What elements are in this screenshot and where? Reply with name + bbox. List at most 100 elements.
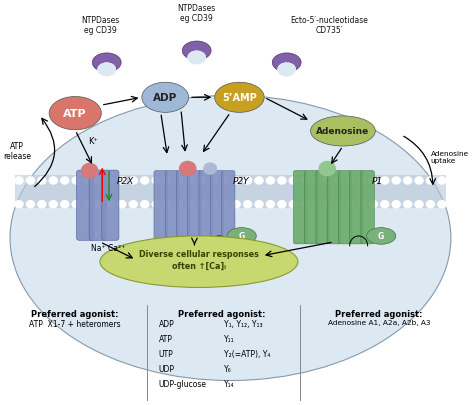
Ellipse shape [272,54,301,73]
Bar [15,175,447,209]
FancyBboxPatch shape [210,171,224,244]
Circle shape [324,177,332,185]
Circle shape [278,201,286,208]
Circle shape [180,162,196,176]
Circle shape [324,201,332,208]
Text: 5’AMP: 5’AMP [222,93,257,103]
FancyBboxPatch shape [102,171,119,241]
Ellipse shape [182,42,211,61]
Text: P1: P1 [372,177,383,185]
Circle shape [83,201,91,208]
Circle shape [175,201,183,208]
FancyBboxPatch shape [176,171,190,244]
Circle shape [369,201,377,208]
Circle shape [164,201,172,208]
Circle shape [141,201,149,208]
Circle shape [186,201,194,208]
Circle shape [106,201,115,208]
Circle shape [427,201,435,208]
FancyBboxPatch shape [361,171,374,244]
Ellipse shape [366,228,396,245]
Circle shape [27,177,35,185]
Circle shape [335,201,343,208]
Ellipse shape [100,237,298,288]
Ellipse shape [49,97,101,130]
Text: K⁺: K⁺ [88,137,98,146]
FancyBboxPatch shape [316,171,329,244]
Circle shape [209,201,218,208]
Text: Diverse cellular responses
often ↑[Ca]ᵢ: Diverse cellular responses often ↑[Ca]ᵢ [139,250,259,271]
Circle shape [72,177,80,185]
Circle shape [204,164,217,175]
Circle shape [438,201,446,208]
Text: P2Y: P2Y [233,177,249,185]
Circle shape [209,177,218,185]
Text: Ecto-5′-nucleotidase
CD735′: Ecto-5′-nucleotidase CD735′ [291,15,368,35]
Circle shape [49,177,57,185]
Circle shape [198,177,206,185]
Text: Preferred agonist:: Preferred agonist: [178,309,265,318]
Text: Adenosine: Adenosine [316,127,370,136]
FancyBboxPatch shape [165,171,179,244]
Circle shape [164,177,172,185]
Circle shape [392,201,400,208]
Circle shape [369,177,377,185]
Ellipse shape [310,117,375,147]
FancyBboxPatch shape [188,171,201,244]
Text: Adenosine A1, A2a, A2b, A3: Adenosine A1, A2a, A2b, A3 [328,320,430,325]
Circle shape [255,177,263,185]
FancyBboxPatch shape [350,171,363,244]
Circle shape [61,201,69,208]
Circle shape [244,201,252,208]
Ellipse shape [97,63,116,77]
Circle shape [403,177,411,185]
Ellipse shape [277,63,296,77]
Text: UDP: UDP [158,364,174,373]
Ellipse shape [227,228,256,245]
Ellipse shape [92,54,121,73]
Circle shape [266,177,274,185]
Circle shape [49,201,57,208]
Circle shape [129,177,137,185]
Circle shape [198,201,206,208]
Circle shape [266,201,274,208]
Circle shape [61,177,69,185]
Circle shape [118,201,126,208]
Circle shape [301,177,309,185]
Text: ATP: ATP [158,335,173,343]
Circle shape [221,177,229,185]
Circle shape [152,177,160,185]
Text: G: G [238,232,245,241]
Ellipse shape [142,83,189,113]
FancyBboxPatch shape [338,171,352,244]
Circle shape [82,164,98,178]
Circle shape [381,177,389,185]
Circle shape [335,177,343,185]
Circle shape [72,201,80,208]
Circle shape [118,177,126,185]
Ellipse shape [10,96,451,381]
Text: G: G [378,232,384,241]
Text: Y₁, Y₁₂, Y₁₃: Y₁, Y₁₂, Y₁₃ [224,320,262,328]
FancyBboxPatch shape [89,171,106,241]
Circle shape [346,177,355,185]
Circle shape [95,201,103,208]
Circle shape [392,177,400,185]
Circle shape [129,201,137,208]
Circle shape [312,177,320,185]
Circle shape [95,177,103,185]
Circle shape [289,201,297,208]
Text: ATP  X1-7 + heteromers: ATP X1-7 + heteromers [29,320,121,328]
Text: Y₆: Y₆ [224,364,231,373]
Circle shape [301,201,309,208]
Text: Y₂(=ATP), Y₄: Y₂(=ATP), Y₄ [224,350,270,358]
Circle shape [358,201,366,208]
Circle shape [381,201,389,208]
Circle shape [358,177,366,185]
Text: Preferred agonist:: Preferred agonist: [31,309,119,318]
Text: Y₁₁: Y₁₁ [224,335,234,343]
FancyBboxPatch shape [305,171,318,244]
FancyBboxPatch shape [154,171,167,244]
FancyBboxPatch shape [293,171,307,244]
Circle shape [83,177,91,185]
